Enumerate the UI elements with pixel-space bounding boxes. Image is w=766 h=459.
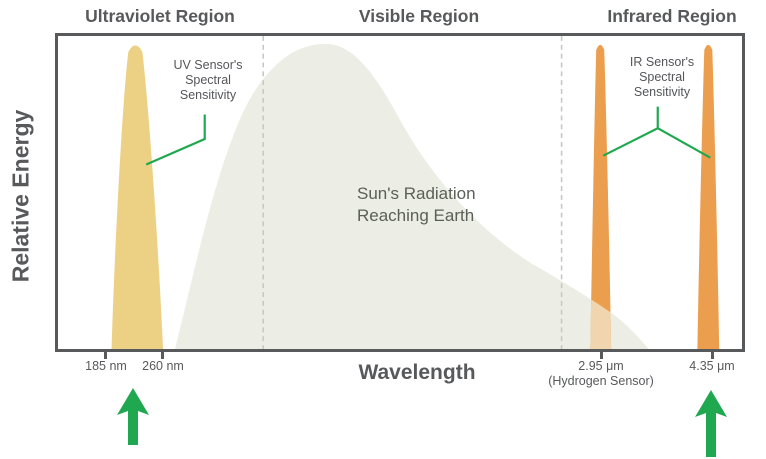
sun-radiation-area xyxy=(174,43,649,349)
uv-band-arrow-icon xyxy=(117,388,149,445)
uv-annotation-leader-line xyxy=(145,114,206,166)
tick-label-295um: 2.95 μm xyxy=(578,359,624,373)
tick-label-435um: 4.35 μm xyxy=(689,359,735,373)
sun-radiation-annotation: Sun's Radiation Reaching Earth xyxy=(357,184,476,225)
tick-label-185nm: 185 nm xyxy=(85,359,127,373)
tick-185nm xyxy=(104,352,107,359)
y-axis-label: Relative Energy xyxy=(7,109,34,283)
uv-sensor-peak xyxy=(111,45,164,349)
plot-shapes xyxy=(111,36,720,349)
tick-295um xyxy=(600,352,603,359)
header-ultraviolet-region: Ultraviolet Region xyxy=(85,6,235,26)
tick-label-260nm: 260 nm xyxy=(142,359,184,373)
ir-annotation-leader-line xyxy=(602,106,711,159)
plot-area: UV Sensor's Spectral Sensitivity IR Sens… xyxy=(55,33,745,352)
tick-260nm xyxy=(161,352,164,359)
header-infrared-region: Infrared Region xyxy=(607,6,737,26)
ir-sensor-peak-435 xyxy=(697,44,720,349)
ir-sensor-annotation: IR Sensor's Spectral Sensitivity xyxy=(629,55,695,99)
uv-sensor-annotation: UV Sensor's Spectral Sensitivity xyxy=(173,58,243,102)
x-axis-label: Wavelength xyxy=(358,361,476,384)
tick-sublabel-hydrogen-sensor: (Hydrogen Sensor) xyxy=(548,374,654,388)
header-visible-region: Visible Region xyxy=(358,6,480,26)
ir-sensor-peak-295 xyxy=(590,44,612,349)
tick-435um xyxy=(711,352,714,359)
ir-435-arrow-icon xyxy=(695,390,727,457)
